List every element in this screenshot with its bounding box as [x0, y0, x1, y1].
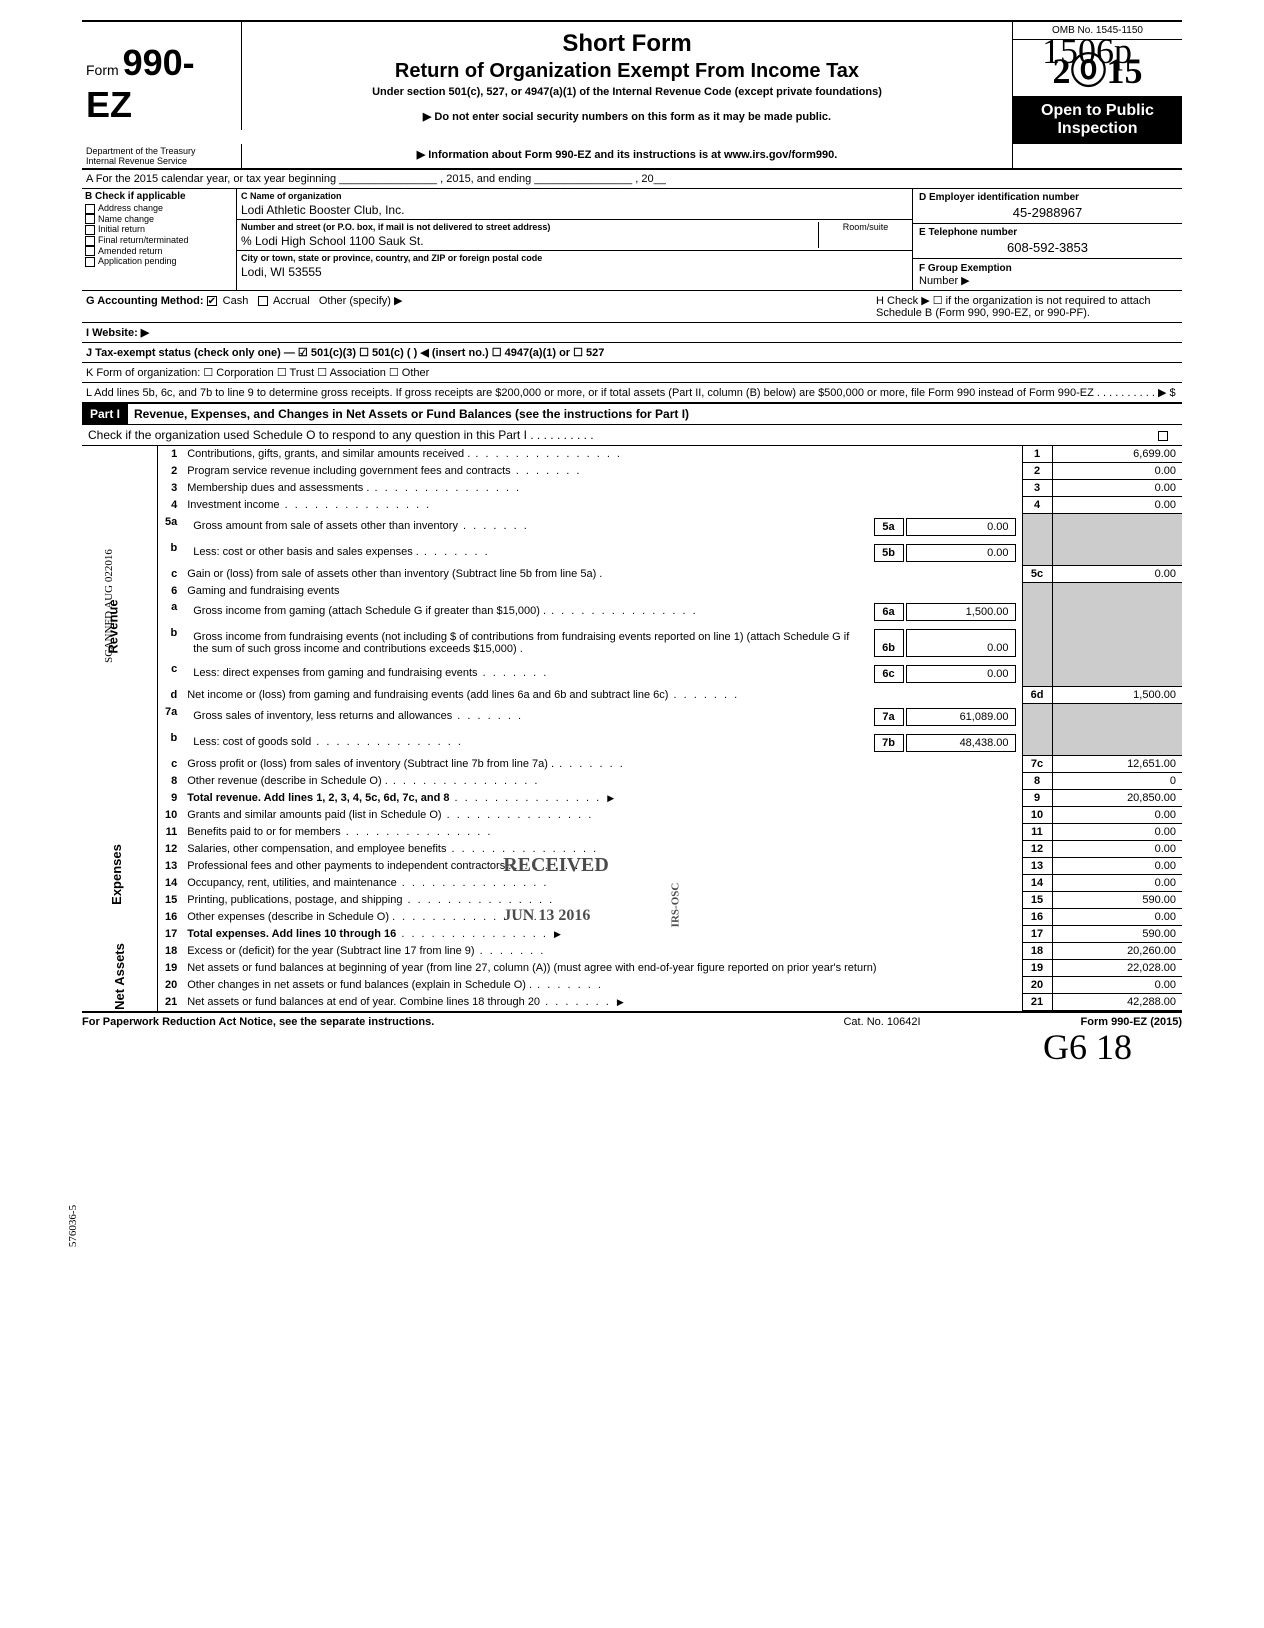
form-under: Under section 501(c), 527, or 4947(a)(1)…: [252, 86, 1002, 98]
f-label: F Group Exemption: [919, 263, 1012, 274]
form-header: Form 990-EZ Short Form Return of Organiz…: [82, 20, 1182, 144]
col-b: B Check if applicable Address change Nam…: [82, 189, 237, 290]
cb-cash[interactable]: [207, 296, 217, 306]
received-stamp: RECEIVED: [503, 854, 609, 877]
stamp-date: JUN 13 2016: [503, 907, 590, 925]
b-header: B Check if applicable: [85, 191, 233, 202]
col-def: D Employer identification number 45-2988…: [912, 189, 1182, 290]
handwritten-bottom: G6 18: [1043, 1026, 1132, 1068]
form-page: 1506p SCANNED AUG 022016 576036-5 Form 9…: [82, 20, 1182, 1028]
f-label2: Number ▶: [919, 275, 970, 287]
department: Department of the Treasury Internal Reve…: [82, 144, 242, 168]
c-room-label: Room/suite: [818, 222, 908, 248]
part1-badge: Part I: [82, 404, 128, 424]
left-margin-stamp-2: 576036-5: [52, 1220, 94, 1232]
part1-desc: Revenue, Expenses, and Changes in Net As…: [128, 404, 695, 424]
form-warn: ▶ Do not enter social security numbers o…: [252, 110, 1002, 123]
form-number: 990-EZ: [86, 42, 195, 125]
i-label: I Website: ▶: [86, 327, 149, 339]
c-city-value: Lodi, WI 53555: [241, 263, 908, 279]
form-title: Short Form: [252, 30, 1002, 58]
open-inspection: Open to Public Inspection: [1013, 96, 1182, 144]
dept-row: Department of the Treasury Internal Reve…: [82, 144, 1182, 170]
e-label: E Telephone number: [919, 227, 1176, 238]
form-prefix: Form: [86, 62, 119, 78]
title-block: Short Form Return of Organization Exempt…: [242, 22, 1012, 132]
c-name-value: Lodi Athletic Booster Club, Inc.: [241, 201, 908, 217]
section-bcdef: B Check if applicable Address change Nam…: [82, 189, 1182, 291]
side-expenses: Expenses: [82, 807, 157, 943]
part1-header-row: Part I Revenue, Expenses, and Changes in…: [82, 404, 1182, 425]
row-gh: G Accounting Method: Cash Accrual Other …: [82, 291, 1182, 323]
cb-initial[interactable]: Initial return: [85, 224, 233, 235]
row-k: K Form of organization: ☐ Corporation ☐ …: [82, 363, 1182, 383]
e-value: 608-592-3853: [919, 238, 1176, 255]
row-i: I Website: ▶: [82, 323, 1182, 343]
footer: For Paperwork Reduction Act Notice, see …: [82, 1011, 1182, 1028]
form-number-box: Form 990-EZ: [82, 22, 242, 130]
footer-center: Cat. No. 10642I: [782, 1016, 982, 1028]
handwritten-top: 1506p: [1042, 30, 1132, 72]
c-city-label: City or town, state or province, country…: [241, 253, 908, 263]
c-name-label: C Name of organization: [241, 191, 908, 201]
footer-left: For Paperwork Reduction Act Notice, see …: [82, 1016, 782, 1028]
g-label: G Accounting Method:: [86, 295, 204, 307]
info-url: ▶ Information about Form 990-EZ and its …: [242, 144, 1012, 168]
row-j: J Tax-exempt status (check only one) — ☑…: [82, 343, 1182, 363]
cb-address[interactable]: Address change: [85, 203, 233, 214]
cb-name[interactable]: Name change: [85, 214, 233, 225]
cb-final[interactable]: Final return/terminated: [85, 235, 233, 246]
cb-amended[interactable]: Amended return: [85, 246, 233, 257]
side-revenue: Revenue: [82, 446, 157, 807]
part1-checkbox[interactable]: [1158, 431, 1168, 441]
part1-check-line: Check if the organization used Schedule …: [82, 425, 1182, 446]
line-item-table: Revenue 1 Contributions, gifts, grants, …: [82, 446, 1182, 1011]
side-netassets: Net Assets: [82, 943, 157, 1011]
cb-pending[interactable]: Application pending: [85, 256, 233, 267]
row-l: L Add lines 5b, 6c, and 7b to line 9 to …: [82, 383, 1182, 404]
h-text: H Check ▶ ☐ if the organization is not r…: [872, 291, 1182, 322]
col-c: C Name of organization Lodi Athletic Boo…: [237, 189, 912, 290]
c-street-label: Number and street (or P.O. box, if mail …: [241, 222, 818, 232]
c-street-value: % Lodi High School 1100 Sauk St.: [241, 232, 818, 248]
line-a: A For the 2015 calendar year, or tax yea…: [82, 170, 1182, 189]
d-value: 45-2988967: [919, 203, 1176, 220]
d-label: D Employer identification number: [919, 192, 1176, 203]
stamp-irs: IRS-OSC: [670, 882, 682, 927]
form-subtitle: Return of Organization Exempt From Incom…: [252, 60, 1002, 83]
cb-accrual[interactable]: [258, 296, 268, 306]
